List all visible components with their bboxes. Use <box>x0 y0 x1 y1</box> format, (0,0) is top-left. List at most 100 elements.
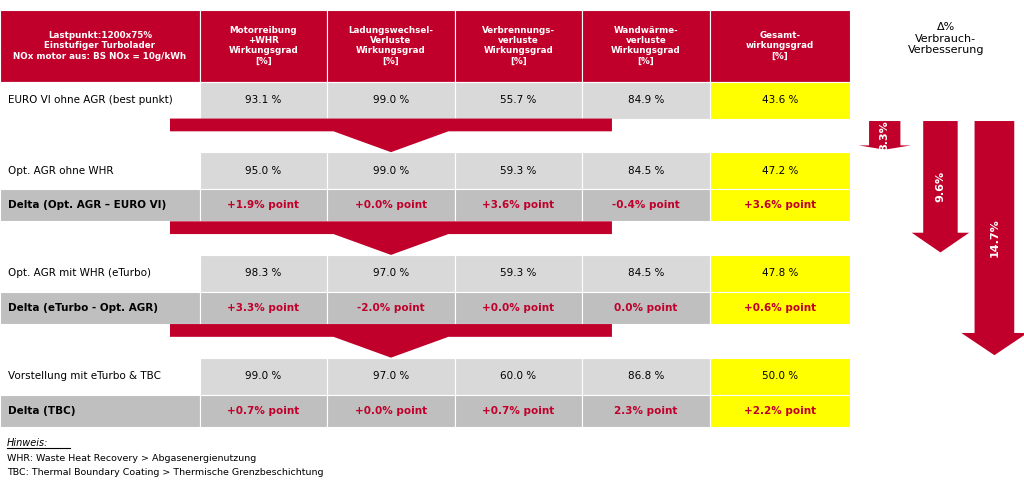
FancyBboxPatch shape <box>328 10 455 82</box>
FancyBboxPatch shape <box>455 255 583 292</box>
Text: Gesamt-
wirkungsgrad
[%]: Gesamt- wirkungsgrad [%] <box>745 31 814 61</box>
Text: +0.7% point: +0.7% point <box>227 406 300 416</box>
FancyBboxPatch shape <box>328 358 455 395</box>
Text: Wandwärme-
verluste
Wirkungsgrad
[%]: Wandwärme- verluste Wirkungsgrad [%] <box>611 26 681 66</box>
FancyBboxPatch shape <box>200 10 328 82</box>
FancyBboxPatch shape <box>200 82 328 119</box>
Text: 97.0 %: 97.0 % <box>373 268 410 279</box>
FancyBboxPatch shape <box>0 395 200 427</box>
Polygon shape <box>170 324 612 358</box>
Text: 99.0 %: 99.0 % <box>246 371 282 381</box>
Text: +3.6% point: +3.6% point <box>743 200 816 210</box>
Text: Opt. AGR mit WHR (eTurbo): Opt. AGR mit WHR (eTurbo) <box>8 268 152 279</box>
Text: Hinweis:: Hinweis: <box>7 438 48 448</box>
Text: 59.3 %: 59.3 % <box>501 268 537 279</box>
Text: 84.5 %: 84.5 % <box>628 268 665 279</box>
Text: Opt. AGR ohne WHR: Opt. AGR ohne WHR <box>8 165 114 176</box>
FancyBboxPatch shape <box>0 189 200 221</box>
Text: 9.6%: 9.6% <box>936 171 945 203</box>
FancyBboxPatch shape <box>455 395 583 427</box>
FancyBboxPatch shape <box>583 152 710 189</box>
FancyBboxPatch shape <box>328 395 455 427</box>
FancyBboxPatch shape <box>583 189 710 221</box>
Text: 99.0 %: 99.0 % <box>373 95 410 105</box>
Text: Delta (eTurbo - Opt. AGR): Delta (eTurbo - Opt. AGR) <box>8 303 159 313</box>
Polygon shape <box>858 121 911 150</box>
FancyBboxPatch shape <box>200 358 328 395</box>
FancyBboxPatch shape <box>328 152 455 189</box>
FancyBboxPatch shape <box>710 189 850 221</box>
FancyBboxPatch shape <box>200 395 328 427</box>
Polygon shape <box>170 221 612 255</box>
FancyBboxPatch shape <box>0 292 200 324</box>
Text: 84.5 %: 84.5 % <box>628 165 665 176</box>
Polygon shape <box>911 121 969 252</box>
Text: Ladungswechsel-
Verluste
Wirkungsgrad
[%]: Ladungswechsel- Verluste Wirkungsgrad [%… <box>348 26 433 66</box>
Text: -2.0% point: -2.0% point <box>357 303 425 313</box>
Text: 14.7%: 14.7% <box>989 219 999 257</box>
Text: Delta (Opt. AGR – EURO VI): Delta (Opt. AGR – EURO VI) <box>8 200 167 210</box>
FancyBboxPatch shape <box>583 395 710 427</box>
Text: +1.9% point: +1.9% point <box>227 200 299 210</box>
Text: 93.1 %: 93.1 % <box>246 95 282 105</box>
Text: +0.7% point: +0.7% point <box>482 406 555 416</box>
Text: 98.3 %: 98.3 % <box>246 268 282 279</box>
FancyBboxPatch shape <box>0 10 200 82</box>
Text: 43.6 %: 43.6 % <box>762 95 798 105</box>
Polygon shape <box>170 119 612 152</box>
FancyBboxPatch shape <box>583 358 710 395</box>
FancyBboxPatch shape <box>0 255 200 292</box>
Text: +0.0% point: +0.0% point <box>355 406 427 416</box>
FancyBboxPatch shape <box>0 152 200 189</box>
Text: Motorreibung
+WHR
Wirkungsgrad
[%]: Motorreibung +WHR Wirkungsgrad [%] <box>228 26 298 66</box>
FancyBboxPatch shape <box>328 292 455 324</box>
Text: +0.6% point: +0.6% point <box>743 303 816 313</box>
FancyBboxPatch shape <box>710 152 850 189</box>
FancyBboxPatch shape <box>455 10 583 82</box>
Text: Verbrennungs-
verluste
Wirkungsgrad
[%]: Verbrennungs- verluste Wirkungsgrad [%] <box>482 26 555 66</box>
FancyBboxPatch shape <box>328 82 455 119</box>
Text: 47.2 %: 47.2 % <box>762 165 798 176</box>
Text: +0.0% point: +0.0% point <box>482 303 555 313</box>
FancyBboxPatch shape <box>455 152 583 189</box>
FancyBboxPatch shape <box>0 358 200 395</box>
Polygon shape <box>962 121 1024 355</box>
FancyBboxPatch shape <box>455 82 583 119</box>
Text: 60.0 %: 60.0 % <box>501 371 537 381</box>
Text: 97.0 %: 97.0 % <box>373 371 410 381</box>
Text: +2.2% point: +2.2% point <box>743 406 816 416</box>
Text: 47.8 %: 47.8 % <box>762 268 798 279</box>
Text: 0.0% point: 0.0% point <box>614 303 678 313</box>
Text: 8.3%: 8.3% <box>880 120 890 151</box>
FancyBboxPatch shape <box>710 10 850 82</box>
FancyBboxPatch shape <box>710 255 850 292</box>
FancyBboxPatch shape <box>0 82 200 119</box>
FancyBboxPatch shape <box>455 189 583 221</box>
Text: 99.0 %: 99.0 % <box>373 165 410 176</box>
FancyBboxPatch shape <box>710 82 850 119</box>
Text: -0.4% point: -0.4% point <box>612 200 680 210</box>
Text: 95.0 %: 95.0 % <box>246 165 282 176</box>
FancyBboxPatch shape <box>583 10 710 82</box>
FancyBboxPatch shape <box>710 358 850 395</box>
Text: Δ%
Verbrauch-
Verbesserung: Δ% Verbrauch- Verbesserung <box>907 22 984 55</box>
Text: 55.7 %: 55.7 % <box>501 95 537 105</box>
Text: 50.0 %: 50.0 % <box>762 371 798 381</box>
Text: EURO VI ohne AGR (best punkt): EURO VI ohne AGR (best punkt) <box>8 95 173 105</box>
Text: 59.3 %: 59.3 % <box>501 165 537 176</box>
FancyBboxPatch shape <box>200 152 328 189</box>
FancyBboxPatch shape <box>455 292 583 324</box>
Text: TBC: Thermal Boundary Coating > Thermische Grenzbeschichtung: TBC: Thermal Boundary Coating > Thermisc… <box>7 468 324 477</box>
Text: Vorstellung mit eTurbo & TBC: Vorstellung mit eTurbo & TBC <box>8 371 162 381</box>
Text: 2.3% point: 2.3% point <box>614 406 678 416</box>
FancyBboxPatch shape <box>200 255 328 292</box>
Text: WHR: Waste Heat Recovery > Abgasenergienutzung: WHR: Waste Heat Recovery > Abgasenergien… <box>7 454 256 463</box>
FancyBboxPatch shape <box>455 358 583 395</box>
Text: +3.6% point: +3.6% point <box>482 200 555 210</box>
FancyBboxPatch shape <box>200 189 328 221</box>
Text: +3.3% point: +3.3% point <box>227 303 300 313</box>
Text: Lastpunkt:1200x75%
Einstufiger Turbolader
NOx motor aus: BS NOx = 10g/kWh: Lastpunkt:1200x75% Einstufiger Turbolade… <box>13 31 186 61</box>
FancyBboxPatch shape <box>328 189 455 221</box>
Text: 84.9 %: 84.9 % <box>628 95 665 105</box>
FancyBboxPatch shape <box>583 255 710 292</box>
